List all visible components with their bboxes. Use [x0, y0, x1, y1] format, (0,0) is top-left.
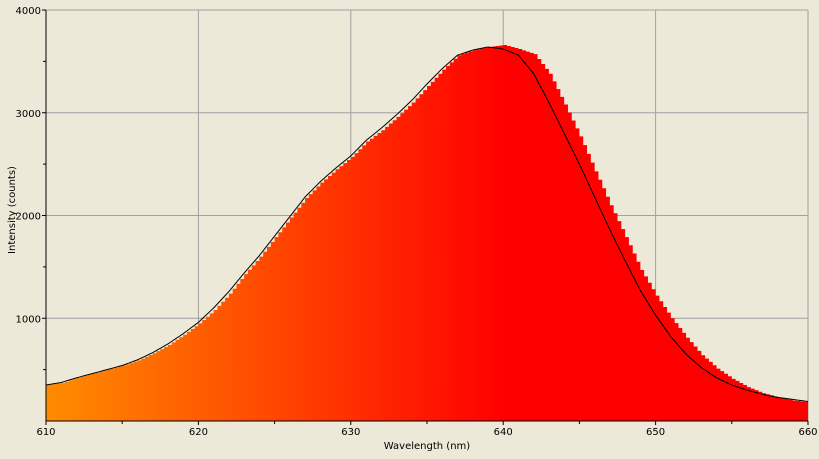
- tick-labels: 610 620 630 640 650 660 1000 2000 3000 4000: [16, 6, 818, 438]
- x-tick-label: 620: [189, 427, 208, 438]
- ticks: [42, 9, 809, 425]
- x-axis-title: Wavelength (nm): [384, 441, 470, 452]
- y-tick-label: 4000: [16, 6, 41, 17]
- y-tick-label: 3000: [16, 109, 41, 120]
- intensity-line: [45, 46, 809, 402]
- x-tick-label: 630: [341, 427, 360, 438]
- y-tick-label: 2000: [16, 212, 41, 223]
- intensity-area: [46, 44, 808, 421]
- y-tick-label: 1000: [16, 314, 41, 325]
- x-tick-label: 650: [646, 427, 665, 438]
- y-axis-title: Intensity (counts): [7, 166, 18, 254]
- x-tick-label: 610: [36, 427, 55, 438]
- x-tick-label: 640: [494, 427, 513, 438]
- x-tick-label: 660: [798, 427, 817, 438]
